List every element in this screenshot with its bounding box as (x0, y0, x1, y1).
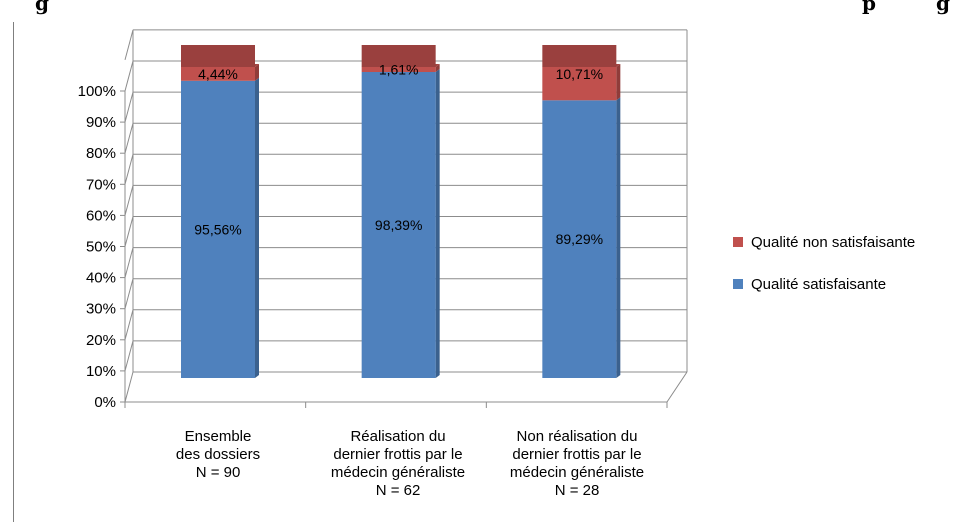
gridline-side (124, 309, 134, 340)
legend-swatch-blue (733, 279, 743, 289)
legend-swatch-red (733, 237, 743, 247)
bar-side-red (616, 64, 621, 101)
y-tick-label: 0% (94, 394, 116, 411)
data-label-non-satisfaisante: 4,44% (198, 66, 238, 82)
category-label-ensemble: Ensemble des dossiers N = 90 (175, 428, 261, 481)
category-label-non-realisation: Non réalisation du dernier frottis par l… (509, 428, 645, 499)
cropped-caption-char: g (35, 0, 49, 15)
data-label-non-satisfaisante: 10,71% (556, 66, 603, 82)
cropped-caption: g p g (0, 0, 953, 16)
bar-side-red (255, 64, 259, 81)
bar-side-red (435, 64, 440, 73)
cropped-caption-char: g (936, 0, 950, 15)
bar-side-blue (435, 69, 440, 378)
bar-qualite-non-satisfaisante (361, 67, 436, 73)
y-tick-label: 40% (86, 270, 116, 287)
gridline-side (124, 278, 134, 309)
bar-side-blue (616, 97, 621, 378)
bar-qualite-non-satisfaisante (181, 67, 255, 81)
bar-qualite-non-satisfaisante (542, 67, 617, 101)
legend-label: Qualité satisfaisante (751, 275, 887, 293)
bar-qualite-satisfaisante (181, 80, 255, 378)
gridline-side (124, 154, 134, 185)
bar-cap (181, 45, 255, 67)
gridline-side (124, 123, 134, 154)
legend-label: Qualité non satisfaisante (751, 233, 916, 251)
bar-qualite-satisfaisante (542, 100, 617, 378)
y-tick-label: 50% (86, 239, 116, 256)
data-label-satisfaisante: 98,39% (375, 217, 422, 233)
gridline-side (124, 371, 134, 403)
gridline-side (124, 247, 134, 278)
y-tick-label: 30% (86, 301, 116, 318)
data-label-satisfaisante: 89,29% (556, 231, 603, 247)
gridline-side (124, 60, 134, 92)
y-tick-label: 60% (86, 207, 116, 224)
y-tick-label: 90% (86, 114, 116, 131)
y-tick-label: 20% (86, 332, 116, 349)
legend-item-non-satisfaisante: Qualité non satisfaisante (733, 232, 915, 252)
data-label-satisfaisante: 95,56% (194, 221, 241, 237)
data-label-non-satisfaisante: 1,61% (379, 62, 419, 78)
gridline-side (124, 91, 134, 123)
y-tick-label: 100% (78, 83, 116, 100)
bar-cap (542, 45, 617, 67)
bar-side-blue (255, 77, 259, 378)
legend: Qualité non satisfaisante Qualité satisf… (733, 232, 915, 316)
floor-right-edge (666, 371, 688, 403)
y-tick-label: 70% (86, 176, 116, 193)
chart-frame (13, 22, 951, 522)
cropped-caption-char: p (862, 0, 876, 15)
category-label-realisation: Réalisation du dernier frottis par le mé… (330, 428, 466, 499)
y-tick-label: 80% (86, 145, 116, 162)
bar-qualite-satisfaisante (361, 72, 436, 378)
legend-item-satisfaisante: Qualité satisfaisante (733, 274, 915, 294)
bar-cap (361, 45, 436, 67)
gridline-side (124, 29, 134, 61)
gridline-side (124, 340, 134, 372)
gridline-side (124, 216, 134, 247)
gridline-side (124, 185, 134, 216)
y-tick-label: 10% (86, 363, 116, 380)
